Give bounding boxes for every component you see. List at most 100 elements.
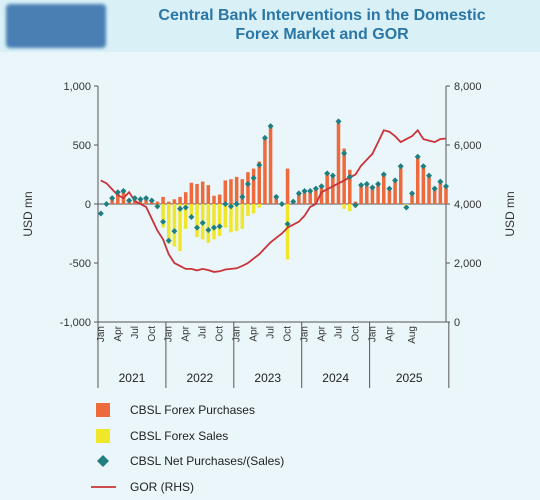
month-tick-label: Jan [96, 326, 107, 342]
net-marker [154, 203, 161, 210]
net-marker [352, 202, 359, 209]
month-tick-label: Oct [350, 326, 361, 342]
net-marker [227, 203, 234, 210]
net-marker [160, 218, 167, 225]
net-marker [307, 188, 314, 195]
net-marker [233, 201, 240, 207]
purchase-bar [206, 185, 211, 204]
purchase-bar [263, 137, 267, 204]
sales-bar [251, 204, 256, 214]
net-marker [375, 180, 382, 187]
purchase-bar [229, 179, 233, 204]
net-marker [358, 182, 365, 189]
net-marker [182, 204, 189, 211]
month-tick-label: Jul [130, 326, 141, 339]
purchase-bar [331, 175, 335, 204]
year-label: 2021 [119, 371, 146, 385]
net-marker [420, 163, 427, 170]
purchase-bar [183, 192, 188, 204]
net-marker [329, 172, 336, 179]
sales-bar [172, 204, 177, 247]
month-tick-label: Jul [266, 326, 277, 339]
sales-bar [161, 204, 165, 228]
net-marker [261, 134, 268, 141]
sales-bar [178, 204, 182, 252]
month-tick-label: Aug [407, 326, 418, 344]
net-marker [397, 163, 404, 170]
month-tick-label: Apr [181, 325, 192, 341]
month-tick-label: Oct [283, 326, 294, 342]
purchase-bar [195, 183, 199, 204]
net-marker [194, 224, 201, 231]
purchase-bar [246, 172, 250, 204]
right-tick-label: 2,000 [454, 258, 482, 270]
left-tick-label: -1,000 [60, 317, 91, 329]
net-marker [267, 123, 274, 130]
purchase-bar [427, 175, 431, 204]
net-marker [318, 183, 325, 190]
sales-bar [183, 204, 188, 229]
purchase-bar [223, 180, 228, 204]
purchase-bar [251, 168, 256, 204]
purchase-bar [393, 180, 397, 204]
purchase-bar [217, 194, 222, 204]
net-marker [126, 197, 133, 204]
sales-bar [166, 204, 171, 245]
net-marker [165, 237, 172, 244]
purchase-bar [166, 201, 171, 204]
gor-line [100, 128, 447, 273]
net-marker [239, 193, 246, 200]
purchase-bar [365, 183, 369, 204]
net-marker [109, 195, 116, 202]
purchase-bar [200, 181, 205, 204]
month-tick-label: Oct [215, 326, 226, 342]
net-marker [369, 184, 376, 191]
net-marker [363, 180, 370, 187]
month-tick-label: Apr [249, 325, 260, 341]
left-tick-label: 0 [85, 199, 91, 211]
sales-bar [257, 204, 262, 208]
chart-title-line1: Central Bank Interventions in the Domest… [158, 7, 486, 24]
net-marker [103, 201, 110, 207]
purchase-bar [234, 176, 239, 204]
left-axis-title: USD mn [21, 191, 35, 236]
purchase-bar [285, 168, 290, 204]
purchase-bar [240, 179, 245, 204]
sales-bar [240, 204, 245, 229]
sales-bar [195, 204, 199, 238]
purchase-bar [398, 166, 403, 204]
legend-label-sales: CBSL Forex Sales [130, 429, 228, 443]
right-tick-label: 4,000 [454, 199, 482, 211]
net-marker [177, 205, 184, 212]
net-marker [295, 190, 302, 197]
purchase-bar [336, 122, 341, 204]
sales-bar [212, 204, 216, 240]
net-marker [386, 185, 393, 192]
month-tick-label: Apr [113, 325, 124, 341]
net-marker [211, 224, 217, 231]
net-marker [312, 185, 319, 192]
net-marker [437, 178, 444, 185]
net-marker [216, 223, 223, 230]
year-label: 2025 [396, 371, 423, 385]
month-tick-label: Jan [367, 326, 378, 342]
net-marker [346, 173, 353, 180]
sales-bar [217, 204, 222, 236]
net-marker [392, 177, 399, 184]
net-marker [409, 190, 416, 197]
right-tick-label: 8,000 [454, 81, 482, 93]
net-marker [273, 193, 280, 200]
purchase-bar [178, 196, 182, 204]
net-marker [250, 175, 257, 182]
month-tick-label: Jul [198, 326, 209, 339]
right-tick-label: 0 [454, 317, 460, 329]
purchase-bar [410, 193, 414, 204]
net-marker [290, 198, 297, 205]
net-marker [114, 189, 121, 196]
purchase-bar [268, 126, 273, 204]
net-marker [278, 201, 285, 207]
net-marker [143, 195, 150, 202]
purchase-bar [308, 191, 312, 204]
sales-bar [348, 204, 352, 212]
month-tick-label: Jan [232, 326, 243, 342]
